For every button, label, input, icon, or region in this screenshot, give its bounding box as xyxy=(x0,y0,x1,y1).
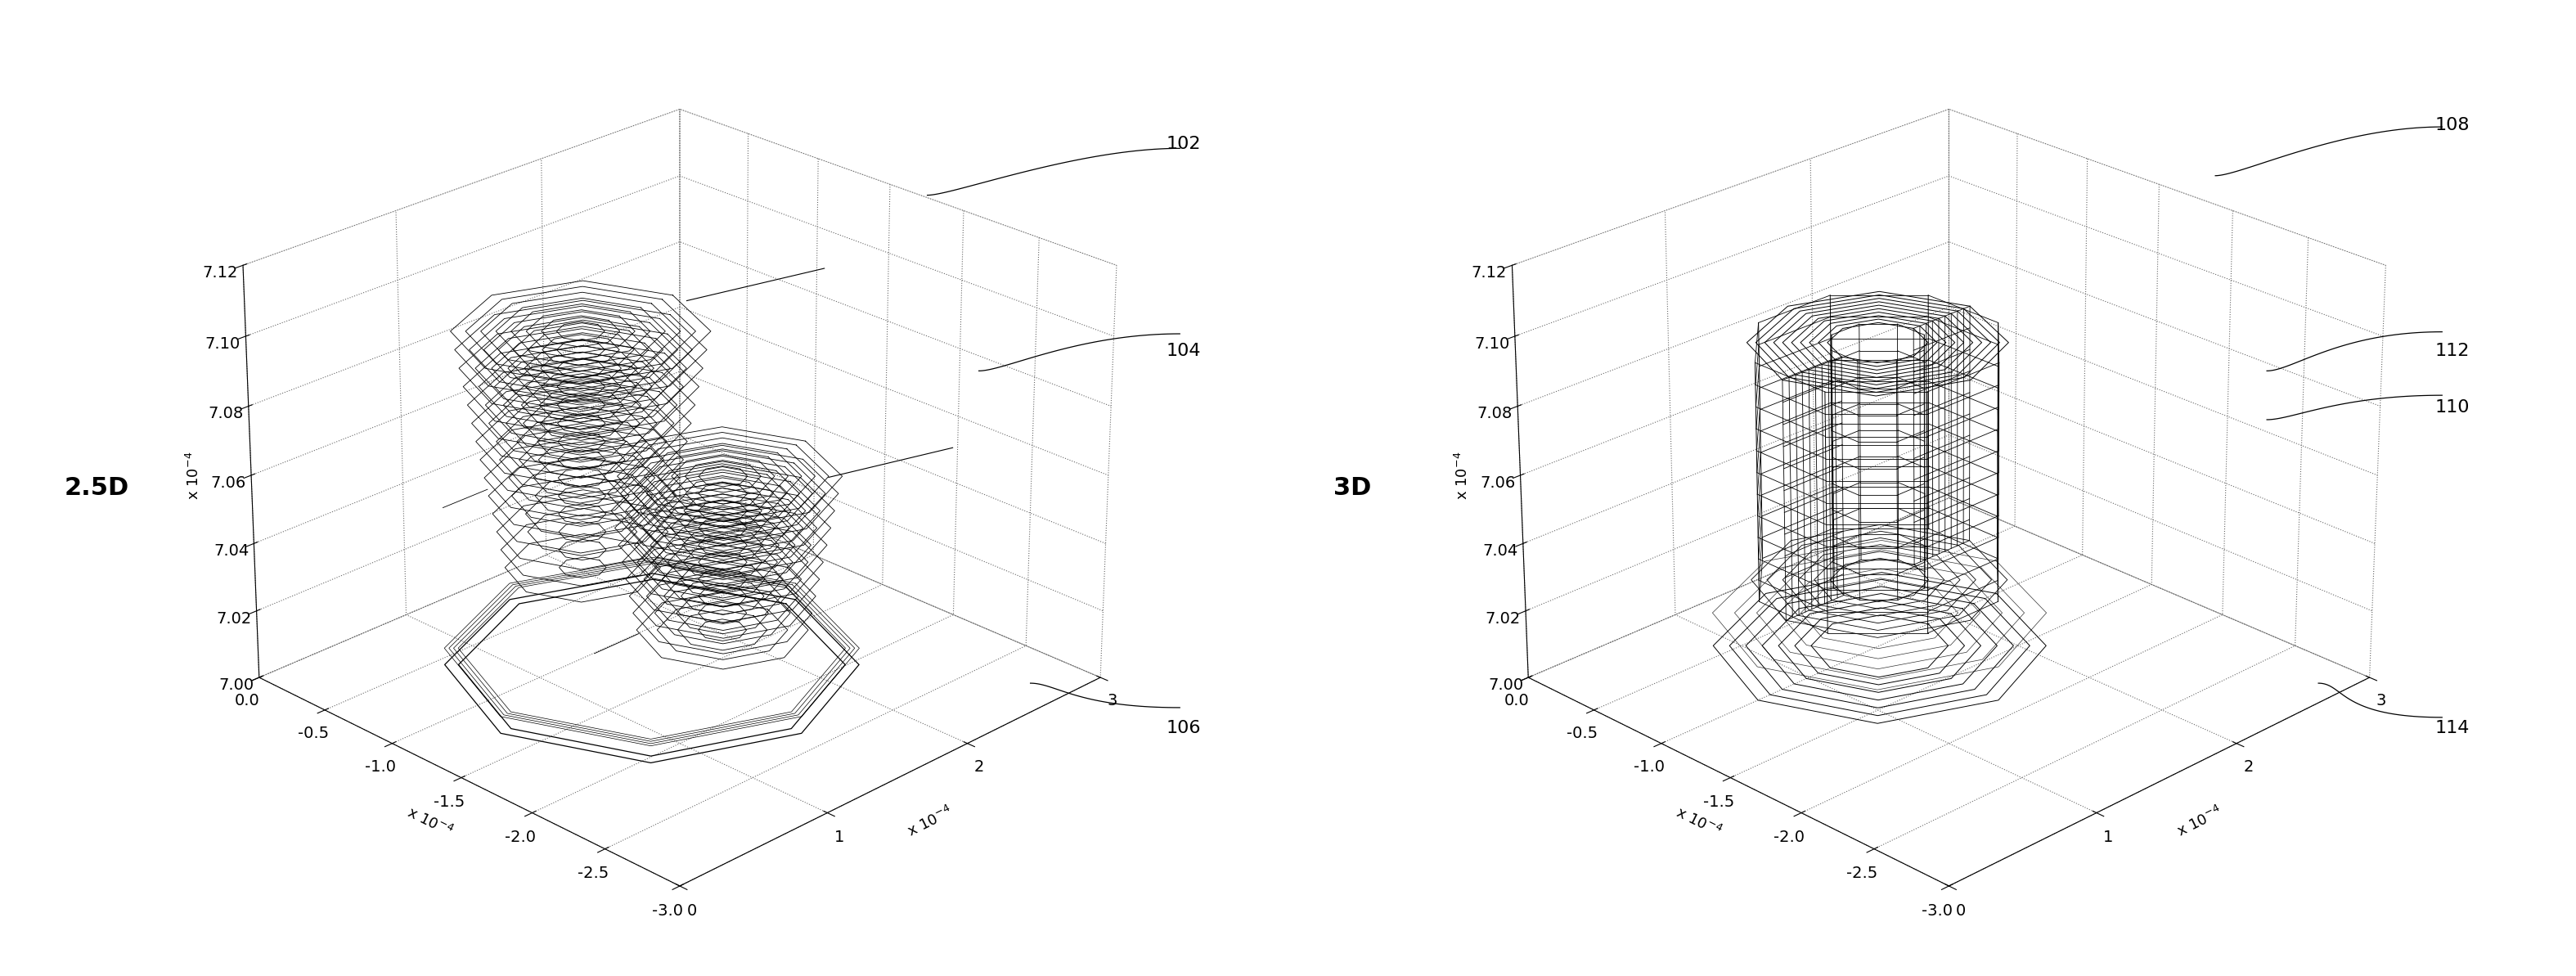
Y-axis label: x 10$^{-4}$: x 10$^{-4}$ xyxy=(1672,804,1723,840)
Text: 3D: 3D xyxy=(1334,476,1370,500)
X-axis label: x 10$^{-4}$: x 10$^{-4}$ xyxy=(2174,804,2226,840)
Text: 2.5D: 2.5D xyxy=(64,476,129,500)
Text: 114: 114 xyxy=(2434,720,2470,736)
Text: 102: 102 xyxy=(1167,136,1200,152)
Y-axis label: x 10$^{-4}$: x 10$^{-4}$ xyxy=(404,804,453,840)
Text: 108: 108 xyxy=(2434,117,2470,134)
Text: 112: 112 xyxy=(2434,343,2470,359)
Text: 104: 104 xyxy=(1167,343,1200,359)
Text: 106: 106 xyxy=(1167,720,1200,736)
X-axis label: x 10$^{-4}$: x 10$^{-4}$ xyxy=(904,804,956,840)
Text: 110: 110 xyxy=(2434,399,2470,416)
